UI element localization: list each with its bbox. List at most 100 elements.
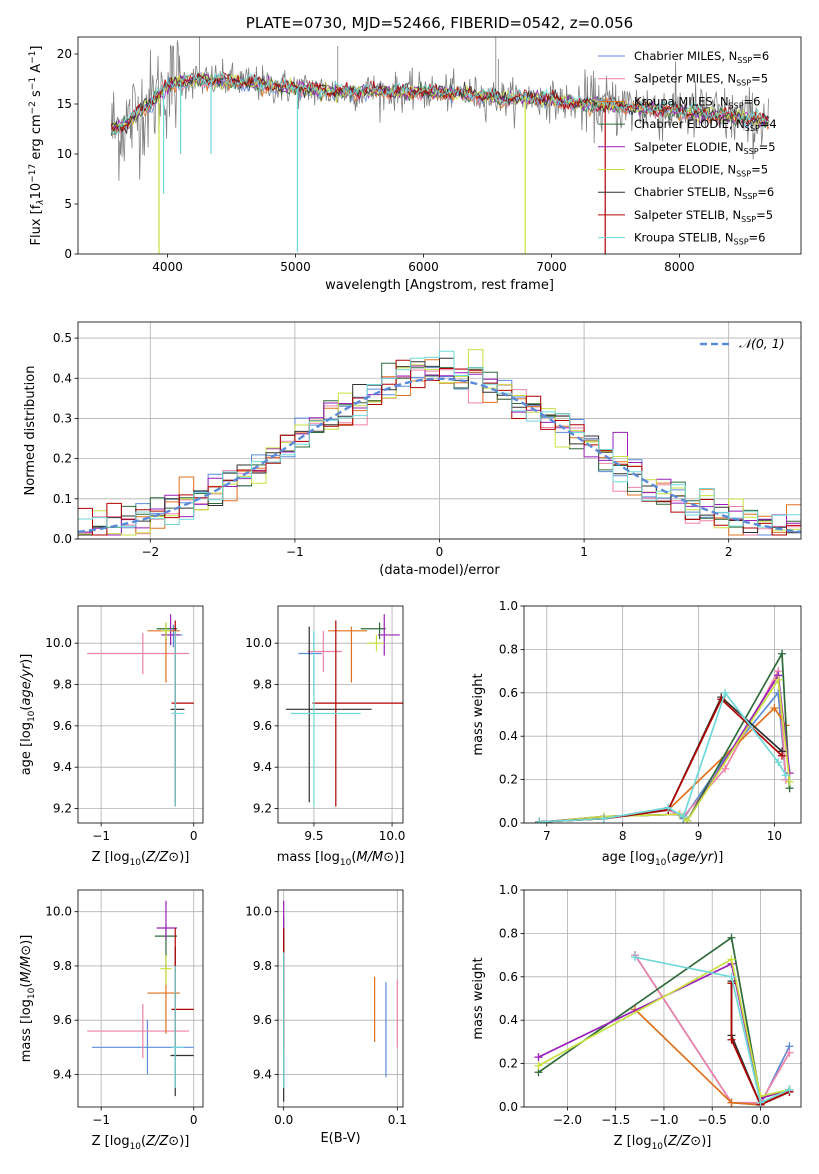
spectrum-legend-label: Chabrier MILES, NSSP=6 <box>634 49 769 65</box>
massweight_vs_age-marker-kroupa_elodie <box>683 816 692 823</box>
mass_vs_Z-xtick-label: −1 <box>92 1113 110 1127</box>
massweight_vs_Z-marker-kroupa_stelib <box>785 1085 794 1094</box>
massweight_vs_age-ylabel: mass weight <box>471 673 486 755</box>
mass_vs_EBV-ytick-label: 10.0 <box>245 905 272 919</box>
massweight_vs_Z-plot-area <box>534 933 794 1107</box>
mass_vs_Z-frame <box>77 889 204 1108</box>
massweight_vs_age-line-chabrier_elodie <box>539 650 791 823</box>
residuals-xlabel: (data-model)/error <box>379 563 500 578</box>
massweight_vs_age-marker-salpeter_miles <box>721 764 730 773</box>
massweight_vs_Z-ytick-label: 0.8 <box>499 926 518 940</box>
residuals-ytick-label: 0.3 <box>53 411 72 425</box>
residuals-hist-kroupa_stelib <box>78 350 801 528</box>
massweight_vs_Z-axes: −2.0 −1.5 −1.0 −0.5 0.0 0.0 0.2 0.4 0.6 0.8 1.0 mas… <box>471 883 802 1152</box>
spectrum-legend-label: Kroupa STELIB, NSSP=6 <box>634 231 765 247</box>
massweight_vs_age-marker-kroupa_stelib <box>721 688 730 697</box>
massweight_vs_Z-xtick-label: −1.5 <box>601 1113 630 1127</box>
spectrum-ytick-label: 5 <box>64 197 72 211</box>
massweight_vs_Z-marker-kroupa_elodie <box>534 1061 543 1070</box>
massweight_vs_age-ytick-label: 0.0 <box>499 816 518 830</box>
massweight_vs_Z-marker-salpeter_stelib <box>727 1035 736 1044</box>
massweight_vs_age-ytick-label: 1.0 <box>499 599 518 613</box>
massweight_vs_Z-line-salpeter_stelib <box>730 983 790 1106</box>
massweight_vs_Z-frame <box>523 889 802 1108</box>
mass_vs_EBV-xtick-label: 0.0 <box>274 1113 293 1127</box>
residuals-plot-area <box>78 349 801 536</box>
spectrum-model-kroupa_stelib <box>110 70 770 136</box>
mass_vs_Z-xlabel: Z [log10(Z/Z⊙)] <box>92 1134 190 1152</box>
age_vs_mass-xlabel: mass [log10(M/M⊙)] <box>277 850 405 868</box>
spectrum-model-chabrier_stelib <box>110 72 770 134</box>
mass_vs_EBV-xtick-label: 0.1 <box>388 1113 407 1127</box>
spectrum-legend-label: Chabrier STELIB, NSSP=6 <box>634 185 774 201</box>
massweight_vs_age-xlabel: age [log10(age/yr)] <box>602 850 724 868</box>
massweight_vs_Z-marker-salpeter_elodie <box>534 1053 543 1062</box>
massweight_vs_age-frame <box>523 605 802 824</box>
massweight_vs_age-marker-kroupa_stelib <box>781 771 790 780</box>
massweight_vs_age-ytick-label: 0.4 <box>499 729 518 743</box>
massweight_vs_Z-marker-chabrier_elodie <box>727 933 736 942</box>
age_vs_Z-ytick-label: 9.2 <box>53 802 72 816</box>
age_vs_Z-xlabel: Z [log10(Z/Z⊙)] <box>92 850 190 868</box>
spectrum-ytick-label: 0 <box>64 247 72 261</box>
mass_vs_Z-ytick-label: 9.8 <box>53 959 72 973</box>
residuals-xtick-label: 1 <box>580 545 588 559</box>
massweight_vs_Z-ylabel: mass weight <box>471 957 486 1039</box>
massweight_vs_Z-ytick-label: 1.0 <box>499 883 518 897</box>
massweight_vs_age-ytick-label: 0.8 <box>499 642 518 656</box>
massweight_vs_age-xtick-label: 10 <box>767 829 782 843</box>
spectrum-title: PLATE=0730, MJD=52466, FIBERID=0542, z=0… <box>246 14 633 32</box>
residuals-hist-salpeter_stelib <box>78 359 801 536</box>
residuals-frame <box>77 321 802 540</box>
residuals-ylabel: Normed distribution <box>23 366 38 496</box>
spectrum-frame <box>77 36 802 255</box>
mass_vs_EBV-frame <box>277 889 404 1108</box>
spectrum-plot-area <box>110 37 770 254</box>
age_vs_Z-frame <box>77 605 204 824</box>
spectrum-legend-label: Kroupa ELODIE, NSSP=5 <box>634 163 768 179</box>
massweight_vs_age-ytick-label: 0.6 <box>499 686 518 700</box>
residuals-ytick-label: 0.2 <box>53 452 72 466</box>
mass_vs_Z-ytick-label: 9.4 <box>53 1067 72 1081</box>
residuals-axes: −2 −1 0 1 2 0.0 0.1 0.2 0.3 0.4 0.5 (data-model)/er… <box>23 321 802 578</box>
massweight_vs_Z-ytick-label: 0.2 <box>499 1057 518 1071</box>
massweight_vs_Z-marker-kroupa_elodie <box>727 955 736 964</box>
spectrum-ytick-label: 15 <box>57 97 72 111</box>
residuals-legend-label: 𝒩(0, 1) <box>739 336 785 351</box>
massweight_vs_Z-line-kroupa_miles <box>634 1008 790 1106</box>
massweight_vs_age-marker-kroupa_elodie <box>774 675 783 684</box>
massweight_vs_Z-marker-salpeter_miles <box>785 1048 794 1057</box>
massweight_vs_age-marker-salpeter_stelib <box>778 751 787 760</box>
massweight_vs_age-ytick-label: 0.2 <box>499 773 518 787</box>
age_vs_mass-xtick-label: 9.5 <box>304 829 323 843</box>
mass_vs_Z-xtick-label: 0 <box>190 1113 198 1127</box>
mass_vs_EBV-ytick-label: 9.4 <box>253 1067 272 1081</box>
residuals-ytick-label: 0.5 <box>53 331 72 345</box>
spectrum-ylabel: Flux [fλ10−17 erg cm−2 s−1 A−1] <box>28 46 46 246</box>
mass_vs_Z-axes: −1 0 9.4 9.6 9.8 10.0 Z [log10(Z/Z⊙)] mass [log… <box>19 889 204 1152</box>
massweight_vs_age-marker-kroupa_stelib <box>664 803 673 812</box>
mass_vs_Z-ytick-label: 9.6 <box>53 1013 72 1027</box>
age_vs_mass-ytick-label: 9.2 <box>253 802 272 816</box>
mass_vs_Z-ylabel: mass [log10(M/M⊙)] <box>19 935 37 1063</box>
residuals-ytick-label: 0.1 <box>53 492 72 506</box>
age_vs_mass-ytick-label: 10.0 <box>245 636 272 650</box>
mass_vs_EBV-ytick-label: 9.6 <box>253 1013 272 1027</box>
massweight_vs_age-xtick-label: 7 <box>543 829 551 843</box>
residuals-xtick-label: 2 <box>725 545 733 559</box>
spectrum-xtick-label: 5000 <box>280 260 311 274</box>
massweight_vs_age-line-salpeter_elodie <box>539 672 791 823</box>
residuals-ytick-label: 0.4 <box>53 371 72 385</box>
age_vs_Z-xtick-label: 0 <box>190 829 198 843</box>
age_vs_Z-ylabel: age [log10(age/yr)] <box>19 654 37 776</box>
age_vs_Z-axes: −1 0 9.2 9.4 9.6 9.8 10.0 Z [log10(Z/Z⊙)] age [l… <box>19 605 204 868</box>
spectrum-xlabel: wavelength [Angstrom, rest frame] <box>325 278 554 293</box>
age_vs_mass-ytick-label: 9.6 <box>253 719 272 733</box>
residuals-normal-curve <box>78 377 801 534</box>
massweight_vs_age-marker-kroupa_stelib <box>679 812 688 821</box>
age_vs_mass-plot-area <box>285 614 403 807</box>
spectrum-xtick-label: 8000 <box>664 260 695 274</box>
mass_vs_EBV-plot-area <box>283 900 398 1102</box>
massweight_vs_Z-xtick-label: −2.0 <box>553 1113 582 1127</box>
massweight_vs_age-plot-area <box>535 649 794 823</box>
